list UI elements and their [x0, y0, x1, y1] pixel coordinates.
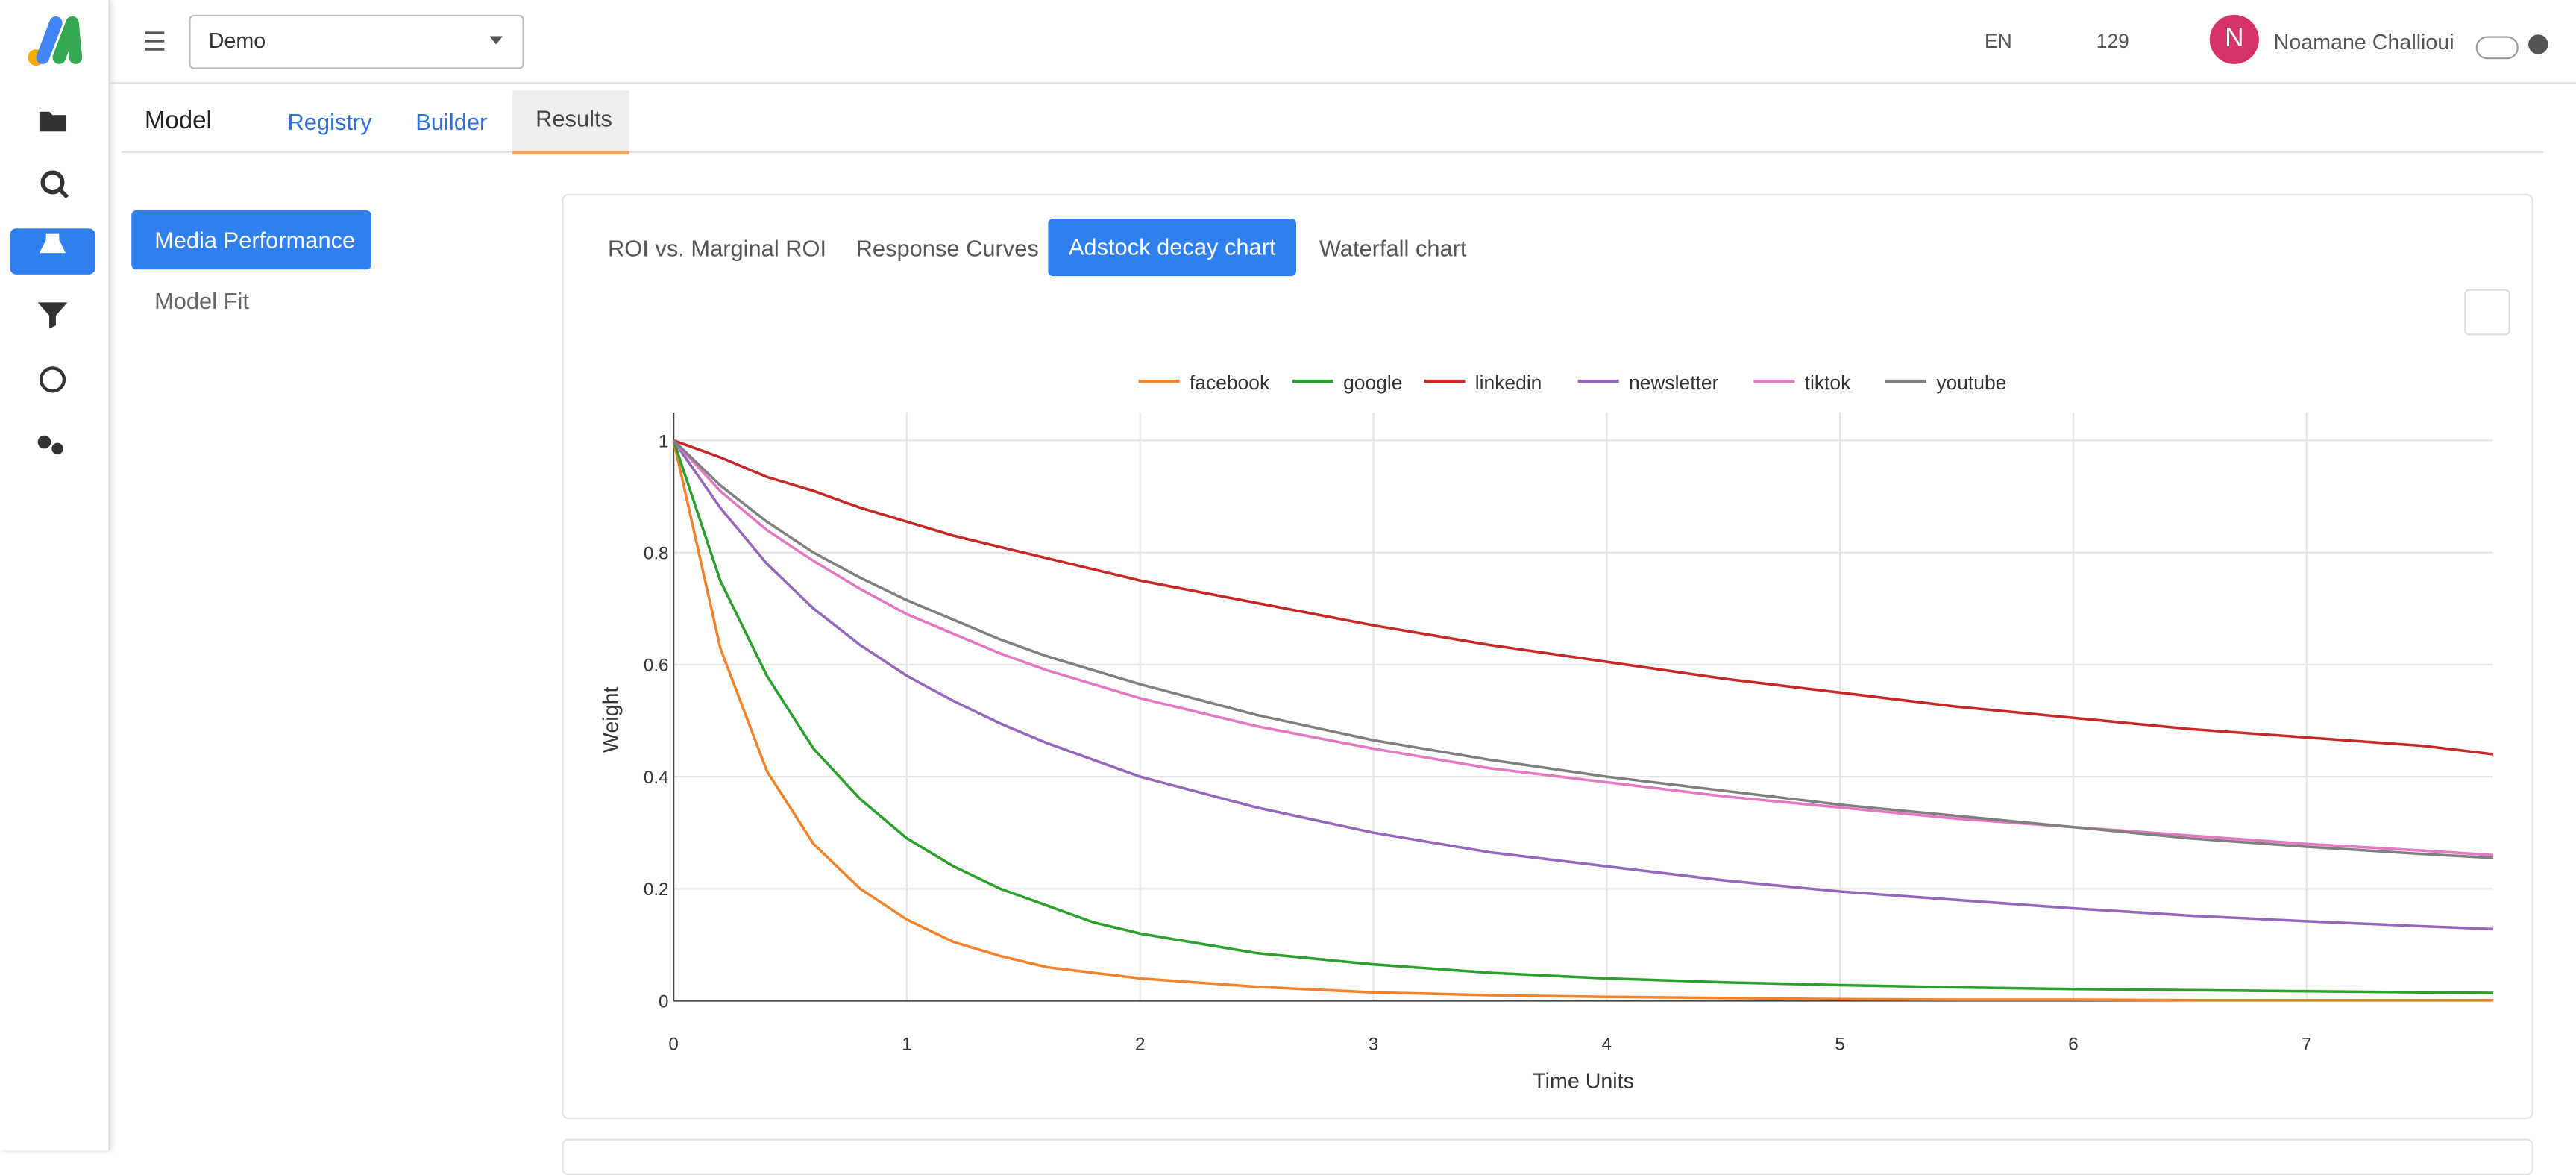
chart: 0 0.2 0.4 0.6 0.8 1 0 1 2 3 4 5 6 7 Time Units Weight fa…: [599, 372, 2494, 1093]
project-select[interactable]: [189, 14, 524, 69]
sidebar: [0, 0, 110, 1150]
x-tick-label: 0: [668, 1035, 678, 1055]
y-tick-label: 0.2: [644, 880, 669, 900]
legend-label: tiktok: [1805, 372, 1851, 394]
x-tick-label: 4: [1602, 1035, 1612, 1055]
dropdown-caret: [489, 36, 503, 45]
line: [672, 440, 2493, 1002]
tab[interactable]: Model: [144, 107, 212, 135]
chart-tab[interactable]: Waterfall chart: [1319, 235, 1467, 262]
tab[interactable]: Builder: [415, 108, 488, 135]
avatar[interactable]: N: [2209, 14, 2259, 64]
settings-icon[interactable]: [2528, 34, 2548, 54]
topbar-border: [110, 82, 2576, 84]
line: [672, 439, 2494, 856]
x-tick-label: 7: [2302, 1035, 2311, 1055]
legend-label: linkedin: [1475, 372, 1542, 394]
language[interactable]: EN: [1984, 29, 2012, 53]
line: [672, 439, 2494, 859]
menu-icon[interactable]: [144, 31, 166, 51]
legend-label: google: [1343, 372, 1402, 394]
y-tick-label: 0.4: [644, 768, 669, 788]
x-tick-label: 1: [902, 1035, 911, 1055]
x-tick-label: 6: [2068, 1035, 2078, 1055]
tab[interactable]: Results: [535, 104, 612, 132]
legend-label: youtube: [1936, 372, 2006, 394]
active-tab: [512, 90, 629, 155]
line: [672, 439, 2493, 994]
y-tick-label: 0.8: [644, 543, 669, 563]
count[interactable]: 129: [2096, 29, 2129, 53]
logo: [28, 16, 83, 66]
project-name: Demo: [208, 28, 266, 53]
y-tick-label: 1: [659, 431, 668, 451]
x-tick-label: 5: [1835, 1035, 1844, 1055]
x-tick-label: 3: [1369, 1035, 1378, 1055]
legend-label: newsletter: [1629, 372, 1719, 394]
fullscreen-button[interactable]: [2464, 289, 2510, 336]
tabs-border: [122, 151, 2543, 153]
y-axis-title: Weight: [599, 686, 623, 753]
nav-icons: [37, 111, 69, 455]
chart-tab[interactable]: Response Curves: [855, 235, 1039, 262]
tab[interactable]: Registry: [287, 108, 372, 135]
chart-tab-active[interactable]: Adstock decay chart: [1048, 218, 1297, 277]
x-axis-title: Time Units: [1533, 1069, 1634, 1093]
chart-card: [562, 193, 2533, 1120]
folder-icon[interactable]: [39, 111, 66, 132]
line: [672, 439, 2494, 931]
side-nav-item[interactable]: Model Fit: [154, 287, 249, 314]
chart-tab[interactable]: ROI vs. Marginal ROI: [608, 235, 827, 262]
y-tick-label: 0: [659, 991, 668, 1012]
side-nav-item[interactable]: Media Performance: [131, 210, 371, 270]
search-icon[interactable]: [40, 170, 65, 195]
legend-label: facebook: [1190, 372, 1270, 394]
y-tick-label: 0.6: [644, 656, 669, 676]
line: [673, 439, 2494, 756]
x-tick-label: 2: [1135, 1035, 1145, 1055]
theme-toggle[interactable]: [2475, 36, 2519, 60]
user-name: Noamane Challioui: [2273, 29, 2454, 54]
